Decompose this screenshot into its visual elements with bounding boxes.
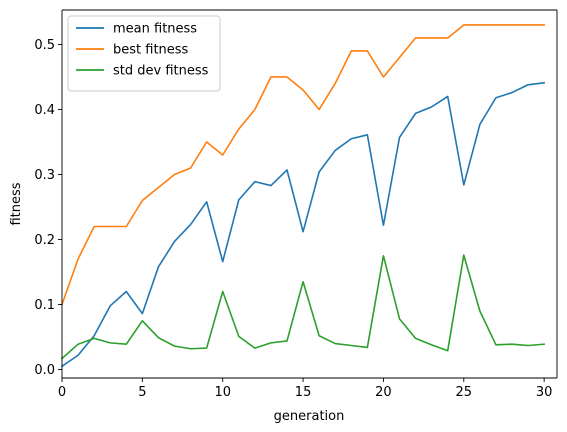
series-lines bbox=[60, 24, 546, 368]
x-tick-label: 5 bbox=[138, 385, 146, 400]
y-tick-label: 0.0 bbox=[34, 363, 55, 378]
y-tick-label: 0.1 bbox=[34, 298, 55, 313]
series-line-3 bbox=[60, 254, 546, 360]
y-tick-label: 0.4 bbox=[34, 103, 55, 118]
x-tick-label: 30 bbox=[536, 385, 553, 400]
legend: mean fitness best fitness std dev fitness bbox=[67, 15, 221, 92]
legend-label-2: best fitness bbox=[113, 43, 189, 58]
series-line-2 bbox=[60, 24, 545, 306]
legend-label-1: mean fitness bbox=[113, 22, 197, 37]
axis-ticks: 0 5 10 15 20 25 30 0.0 0.1 0.2 0.3 0.4 0.5 bbox=[34, 38, 552, 400]
y-axis-label: fitness bbox=[9, 182, 24, 225]
x-tick-label: 20 bbox=[375, 385, 392, 400]
y-tick-label: 0.5 bbox=[34, 38, 55, 53]
legend-box bbox=[67, 15, 221, 92]
x-tick-label: 10 bbox=[214, 385, 231, 400]
axes-frame bbox=[61, 9, 558, 379]
series-line-1 bbox=[60, 81, 546, 368]
x-tick-label: 0 bbox=[58, 385, 66, 400]
x-axis-label: generation bbox=[274, 409, 345, 424]
x-tick-label: 15 bbox=[295, 385, 312, 400]
y-tick-label: 0.2 bbox=[34, 233, 55, 248]
legend-label-3: std dev fitness bbox=[113, 64, 209, 79]
x-tick-label: 25 bbox=[456, 385, 473, 400]
y-tick-label: 0.3 bbox=[34, 168, 55, 183]
